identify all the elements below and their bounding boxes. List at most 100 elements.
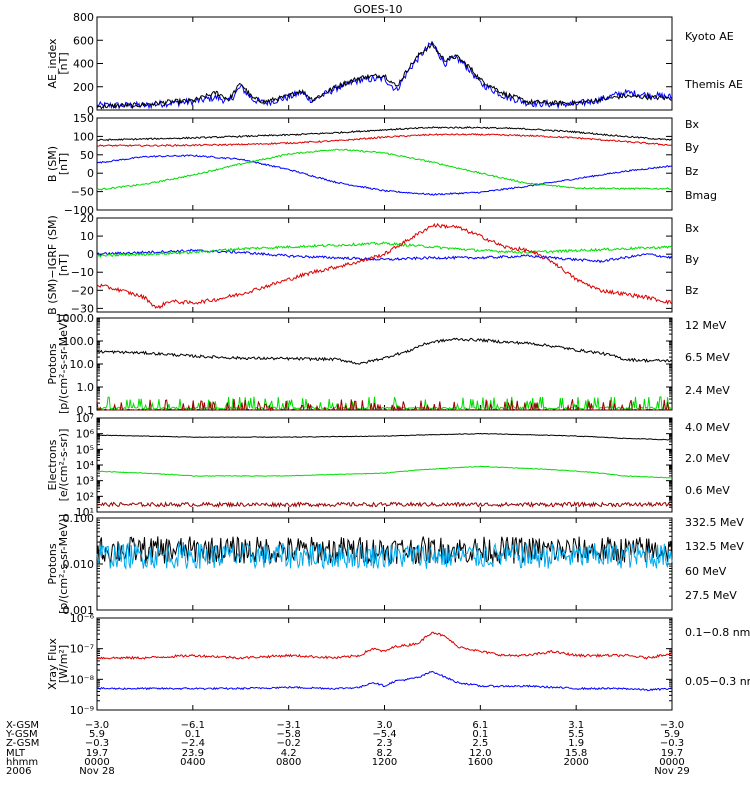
ephemeris-value: 5.9 <box>664 729 680 740</box>
ephemeris-value: 15.8 <box>565 748 587 759</box>
y-tick-label: 10⁶ <box>76 428 95 441</box>
ephemeris-value: Nov 28 <box>79 766 114 777</box>
y-tick-label: −10 <box>71 266 94 279</box>
y-axis-label: AE_index <box>46 38 59 89</box>
panel-protons_high: 0.001 0.010 0.100 Protons[p/(cm²-s-sr-MeV)]… <box>46 512 744 617</box>
y-tick-label: 50 <box>80 149 94 162</box>
y-tick-label: −100 <box>64 204 94 217</box>
ephemeris-value: −0.2 <box>277 738 301 749</box>
ephemeris-value: 0000 <box>84 757 109 768</box>
ephemeris-value: −2.4 <box>181 738 205 749</box>
series-line-6-5-mev <box>96 396 673 411</box>
y-axis-label: Xray Flux <box>46 638 59 690</box>
y-tick-label: 0.010 <box>63 558 95 571</box>
y-axis-label: [nT] <box>57 153 70 175</box>
y-axis-label: [p/(cm²-s-sr-MeV)] <box>57 314 70 414</box>
y-tick-label: 0.100 <box>63 512 95 525</box>
legend-entry: 6.5 MeV <box>685 351 730 364</box>
y-tick-label: 10⁴ <box>76 459 95 472</box>
ephemeris-row-label: Z-GSM <box>6 738 39 749</box>
legend-entry: 0.1−0.8 nm <box>685 626 750 639</box>
y-tick-label: 10¹ <box>76 506 94 519</box>
legend-entry: 12 MeV <box>685 319 727 332</box>
ephemeris-value: −6.1 <box>181 720 205 731</box>
legend-entry: 27.5 MeV <box>685 589 737 602</box>
y-tick-label: 10⁻⁹ <box>70 704 94 717</box>
ephemeris-value: 2.5 <box>472 738 488 749</box>
legend-entry: Kyoto AE <box>685 30 734 43</box>
legend-entry: 132.5 MeV <box>685 540 744 553</box>
ephemeris-value: 19.7 <box>661 748 683 759</box>
ephemeris-value: Nov 29 <box>654 766 689 777</box>
ephemeris-value: −3.0 <box>85 720 109 731</box>
series-line-bx <box>96 248 673 264</box>
series-line-4-0-mev <box>96 500 673 509</box>
panel-ae: 0 200 400 600 800 AE_index[nT] Kyoto AE Themis … <box>46 11 743 117</box>
chart-title: GOES-10 <box>353 3 402 16</box>
series-line-by <box>96 241 673 258</box>
panel-frame <box>96 217 673 313</box>
y-tick-label: 20 <box>80 212 94 225</box>
panel-frame <box>96 617 673 711</box>
series-line-2-0-mev <box>96 465 673 479</box>
y-axis-label: B (SM) <box>46 146 59 182</box>
ephemeris-value: 8.2 <box>377 748 393 759</box>
legend-entry: By <box>685 141 700 154</box>
ephemeris-row-label: 2006 <box>6 766 31 777</box>
y-tick-label: 0.001 <box>63 604 95 617</box>
ephemeris-row-label: MLT <box>6 748 26 759</box>
y-tick-label: 10⁷ <box>76 412 94 425</box>
y-tick-label: 10³ <box>76 475 94 488</box>
y-axis-label: [p/(cm²-s-sr-MeV)] <box>57 514 70 614</box>
series-line-60-mev <box>96 541 673 571</box>
y-tick-label: 0.1 <box>77 404 95 417</box>
y-tick-label: 1000.0 <box>56 312 95 325</box>
series-line-0-6-mev <box>96 432 673 441</box>
y-tick-label: 150 <box>73 112 94 125</box>
ephemeris-value: 2000 <box>563 757 588 768</box>
ephemeris-value: 4.2 <box>281 748 297 759</box>
series-line-0-1-0-8-nm <box>97 631 673 660</box>
y-tick-label: 0 <box>87 104 94 117</box>
ephemeris-value: 2.3 <box>377 738 393 749</box>
panel-protons_low: 0.1 1.0 10.0 100.0 1000.0 Protons[p/(cm²-s-sr… <box>46 312 730 417</box>
y-tick-label: 10⁻⁸ <box>70 673 95 686</box>
ephemeris-value: 3.0 <box>377 720 393 731</box>
y-axis-label: B (SM)−IGRF (SM) <box>46 215 59 315</box>
ephemeris-value: 12.0 <box>469 748 491 759</box>
ephemeris-value: −5.8 <box>277 729 301 740</box>
ephemeris-value: 3.1 <box>568 720 584 731</box>
series-line-by <box>96 148 673 191</box>
ephemeris-value: 0400 <box>180 757 205 768</box>
legend-entry: Bx <box>685 222 700 235</box>
panel-frame <box>96 417 673 513</box>
legend-entry: 0.05−0.3 nm <box>685 675 750 688</box>
y-tick-label: 600 <box>73 34 94 47</box>
legend-entry: Bx <box>685 118 700 131</box>
legend-entry: Bz <box>685 284 699 297</box>
y-axis-label: Protons <box>46 543 59 584</box>
ephemeris-value: 0000 <box>659 757 684 768</box>
y-axis-label: [e/(cm²-s-sr)] <box>57 429 70 502</box>
series-line-bmag <box>96 126 673 142</box>
y-tick-label: 100.0 <box>63 335 95 348</box>
legend-entry: 4.0 MeV <box>685 421 730 434</box>
legend-entry: Themis AE <box>684 78 743 91</box>
y-tick-label: 0 <box>87 167 94 180</box>
ephemeris-value: −0.3 <box>660 738 684 749</box>
y-tick-label: 10⁻⁶ <box>70 612 95 625</box>
panel-frame <box>96 16 673 111</box>
legend-entry: 332.5 MeV <box>685 516 744 529</box>
ephemeris-value: 6.1 <box>472 720 488 731</box>
y-tick-label: 10² <box>76 490 94 503</box>
y-tick-label: −20 <box>71 284 94 297</box>
series-line-kyoto-ae <box>96 40 673 110</box>
series-line-bx <box>96 154 673 196</box>
y-tick-label: 10⁻⁷ <box>70 643 94 656</box>
y-axis-label: [W/m²] <box>57 645 70 683</box>
y-tick-label: −30 <box>71 302 94 315</box>
y-tick-label: 10.0 <box>70 358 95 371</box>
y-tick-label: 1.0 <box>77 381 95 394</box>
ephemeris-value: 5.5 <box>568 729 584 740</box>
